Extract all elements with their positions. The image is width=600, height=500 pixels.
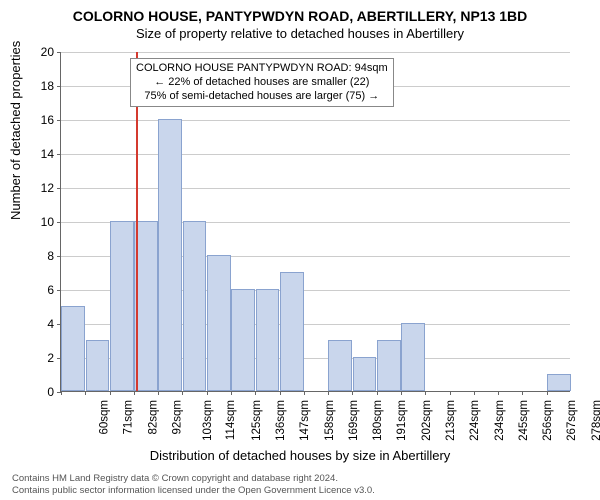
xtick-label: 92sqm: [171, 400, 183, 435]
histogram-bar: [110, 221, 134, 391]
xtick-mark: [231, 391, 232, 395]
ytick-label: 20: [14, 45, 54, 59]
footer-line1: Contains HM Land Registry data © Crown c…: [12, 473, 375, 484]
histogram-bar: [86, 340, 110, 391]
ytick-mark: [57, 256, 61, 257]
xtick-label: 245sqm: [518, 400, 530, 441]
xtick-mark: [425, 391, 426, 395]
xtick-label: 82sqm: [147, 400, 159, 435]
xtick-mark: [401, 391, 402, 395]
xtick-label: 234sqm: [493, 400, 505, 441]
ytick-label: 0: [14, 385, 54, 399]
ytick-mark: [57, 120, 61, 121]
xtick-mark: [450, 391, 451, 395]
histogram-bar: [61, 306, 85, 391]
xtick-label: 202sqm: [421, 400, 433, 441]
xtick-label: 224sqm: [469, 400, 481, 441]
footer: Contains HM Land Registry data © Crown c…: [12, 473, 375, 496]
xtick-label: 213sqm: [445, 400, 457, 441]
xtick-mark: [304, 391, 305, 395]
annotation-line2: ← 22% of detached houses are smaller (22…: [136, 76, 388, 90]
ytick-label: 10: [14, 215, 54, 229]
xtick-label: 60sqm: [99, 400, 111, 435]
xtick-label: 147sqm: [299, 400, 311, 441]
ytick-mark: [57, 52, 61, 53]
ytick-label: 16: [14, 113, 54, 127]
xtick-label: 169sqm: [348, 400, 360, 441]
xtick-label: 191sqm: [396, 400, 408, 441]
histogram-bar: [280, 272, 304, 391]
xtick-mark: [498, 391, 499, 395]
xtick-label: 136sqm: [275, 400, 287, 441]
xtick-mark: [110, 391, 111, 395]
ytick-label: 6: [14, 283, 54, 297]
xtick-mark: [207, 391, 208, 395]
histogram-bar: [353, 357, 377, 391]
xtick-label: 71sqm: [123, 400, 135, 435]
histogram-bar: [401, 323, 425, 391]
xtick-mark: [255, 391, 256, 395]
ytick-label: 4: [14, 317, 54, 331]
ytick-label: 14: [14, 147, 54, 161]
ytick-mark: [57, 290, 61, 291]
histogram-bar: [158, 119, 182, 391]
annotation-box: COLORNO HOUSE PANTYPWDYN ROAD: 94sqm ← 2…: [130, 58, 394, 107]
ytick-label: 18: [14, 79, 54, 93]
xtick-label: 158sqm: [323, 400, 335, 441]
xtick-mark: [158, 391, 159, 395]
x-axis-label: Distribution of detached houses by size …: [0, 448, 600, 463]
xtick-mark: [522, 391, 523, 395]
xtick-label: 103sqm: [202, 400, 214, 441]
ytick-label: 8: [14, 249, 54, 263]
xtick-label: 180sqm: [372, 400, 384, 441]
xtick-mark: [352, 391, 353, 395]
xtick-mark: [134, 391, 135, 395]
histogram-bar: [328, 340, 352, 391]
histogram-bar: [547, 374, 571, 391]
xtick-mark: [182, 391, 183, 395]
histogram-bar: [256, 289, 280, 391]
page-title: COLORNO HOUSE, PANTYPWDYN ROAD, ABERTILL…: [0, 0, 600, 24]
annotation-line3: 75% of semi-detached houses are larger (…: [136, 90, 388, 104]
ytick-label: 12: [14, 181, 54, 195]
histogram-bar: [231, 289, 255, 391]
xtick-label: 267sqm: [566, 400, 578, 441]
annotation-line1: COLORNO HOUSE PANTYPWDYN ROAD: 94sqm: [136, 62, 388, 76]
histogram-bar: [377, 340, 401, 391]
ytick-mark: [57, 188, 61, 189]
xtick-label: 114sqm: [225, 400, 237, 440]
histogram-bar: [207, 255, 231, 391]
xtick-label: 256sqm: [542, 400, 554, 441]
xtick-label: 125sqm: [251, 400, 263, 441]
xtick-mark: [547, 391, 548, 395]
ytick-mark: [57, 222, 61, 223]
xtick-mark: [85, 391, 86, 395]
chart-area: COLORNO HOUSE PANTYPWDYN ROAD: 94sqm ← 2…: [60, 52, 570, 392]
xtick-mark: [377, 391, 378, 395]
ytick-mark: [57, 86, 61, 87]
ytick-mark: [57, 154, 61, 155]
xtick-label: 278sqm: [591, 400, 600, 441]
histogram-bar: [183, 221, 207, 391]
xtick-mark: [61, 391, 62, 395]
xtick-mark: [328, 391, 329, 395]
ytick-label: 2: [14, 351, 54, 365]
footer-line2: Contains public sector information licen…: [12, 485, 375, 496]
xtick-mark: [280, 391, 281, 395]
page-subtitle: Size of property relative to detached ho…: [0, 24, 600, 41]
xtick-mark: [474, 391, 475, 395]
